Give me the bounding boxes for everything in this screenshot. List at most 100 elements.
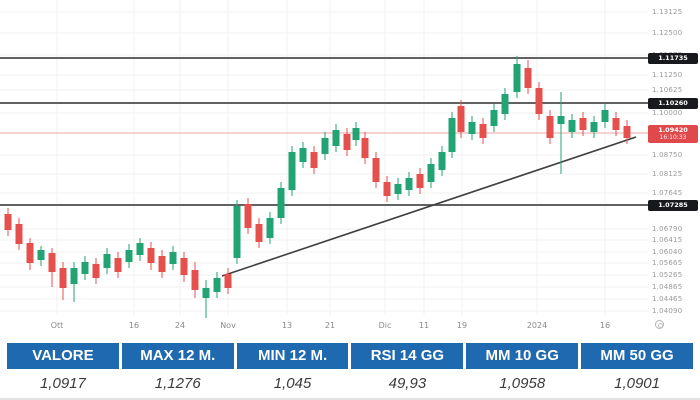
x-axis-label: 2024: [526, 321, 548, 330]
stats-table-value-row: 1,0917 1,1276 1,045 49,93 1,0958 1,0901: [0, 369, 700, 400]
candle-body: [103, 254, 111, 268]
candle-body: [427, 164, 435, 182]
candle-body: [557, 116, 565, 124]
candle-body: [70, 268, 78, 284]
header-mm-50gg: MM 50 GG: [581, 343, 693, 369]
value-mm-50gg: 1,0901: [614, 375, 660, 392]
candle-body: [601, 110, 609, 122]
candle-body: [92, 264, 100, 278]
candle-body: [405, 178, 413, 190]
y-axis-label: 1.11250: [652, 71, 683, 79]
candle-body: [513, 64, 521, 92]
candle-body: [59, 268, 67, 288]
y-axis-label: 1.10625: [652, 86, 683, 94]
level-price-badge: 1.11735: [648, 52, 698, 64]
level-price-badge: 1.07285: [648, 199, 698, 211]
stats-table-header-row: VALORE MAX 12 M. MIN 12 M. RSI 14 GG MM …: [0, 343, 700, 369]
candle-body: [332, 130, 340, 146]
y-axis-label: 1.04090: [652, 307, 683, 315]
candle-body: [310, 152, 318, 168]
candle-body: [468, 122, 476, 134]
y-axis-label: 1.08125: [652, 170, 683, 178]
header-rsi-14gg: RSI 14 GG: [351, 343, 464, 369]
candle-body: [590, 122, 598, 132]
header-min-12m: MIN 12 M.: [236, 343, 349, 369]
candle-body: [277, 188, 285, 218]
candle-body: [372, 158, 380, 182]
stats-table: VALORE MAX 12 M. MIN 12 M. RSI 14 GG MM …: [0, 341, 700, 400]
candle-body: [244, 204, 252, 228]
value-valore: 1,0917: [39, 375, 86, 392]
price-chart-canvas[interactable]: [0, 0, 700, 340]
candle-body: [125, 250, 133, 262]
y-axis-label: 1.07645: [652, 189, 683, 197]
candle-body: [266, 218, 274, 238]
current-price-badge: 1.09420 16:10:33: [648, 125, 698, 143]
candle-body: [233, 206, 241, 258]
candle-body: [416, 174, 424, 188]
candle-body: [383, 182, 391, 196]
value-max-12m: 1,1276: [154, 375, 201, 392]
candle-body: [612, 118, 620, 130]
y-axis-label: 1.12500: [652, 29, 683, 37]
header-max-12m: MAX 12 M.: [121, 343, 234, 369]
y-axis-label: 1.05665: [652, 259, 683, 267]
candle-body: [191, 270, 199, 290]
y-axis-label: 1.13125: [652, 8, 683, 16]
candle-body: [213, 278, 221, 292]
header-mm-10gg: MM 10 GG: [466, 343, 579, 369]
candle-body: [479, 124, 487, 138]
bar-countdown-timer: 16:10:33: [659, 134, 687, 141]
x-axis-label: 19: [456, 321, 468, 330]
trendline[interactable]: [221, 136, 637, 277]
candlestick-chart[interactable]: 1.131251.125001.118751.112501.106251.100…: [0, 0, 700, 340]
x-axis-label: 24: [174, 321, 186, 330]
candle-body: [255, 224, 263, 242]
y-axis-label: 1.04865: [652, 283, 683, 291]
value-rsi-14gg: 49,93: [388, 375, 427, 392]
value-mm-10gg: 1,0958: [499, 375, 546, 392]
candle-body: [48, 253, 56, 272]
candle-body: [180, 258, 188, 275]
current-price-value: 1.09420: [658, 126, 688, 134]
y-axis-label: 1.04465: [652, 295, 683, 303]
candle-body: [299, 148, 307, 162]
x-axis-label: 11: [418, 321, 430, 330]
candle-body: [501, 94, 509, 114]
candle-body: [535, 88, 543, 114]
x-axis-label: 16: [599, 321, 611, 330]
axis-settings-icon[interactable]: [655, 320, 664, 329]
x-axis-label: Dic: [378, 321, 392, 330]
candle-body: [136, 243, 144, 255]
y-axis-label: 1.06790: [652, 225, 683, 233]
candle-body: [26, 243, 34, 263]
candle-body: [457, 106, 465, 132]
x-axis-label: 13: [281, 321, 293, 330]
candle-body: [224, 274, 232, 288]
candle-body: [15, 224, 23, 244]
candle-body: [81, 262, 89, 274]
candle-body: [169, 252, 177, 264]
candle-body: [321, 138, 329, 154]
candle-body: [361, 138, 369, 158]
candle-body: [147, 248, 155, 263]
candle-body: [623, 126, 631, 138]
candle-body: [288, 152, 296, 190]
candle-body: [114, 258, 122, 272]
header-valore: VALORE: [7, 343, 119, 369]
candle-body: [202, 288, 210, 298]
x-axis-label: Ott: [50, 321, 64, 330]
candle-body: [37, 250, 45, 260]
candle-body: [343, 134, 351, 150]
y-axis-label: 1.08750: [652, 151, 683, 159]
candle-body: [394, 184, 402, 194]
candle-body: [352, 128, 360, 140]
candle-body: [546, 116, 554, 138]
candle-body: [568, 120, 576, 132]
value-min-12m: 1,045: [273, 375, 312, 392]
candle-body: [438, 152, 446, 170]
candle-body: [490, 110, 498, 126]
y-axis-label: 1.05265: [652, 271, 683, 279]
y-axis-label: 1.06415: [652, 236, 683, 244]
